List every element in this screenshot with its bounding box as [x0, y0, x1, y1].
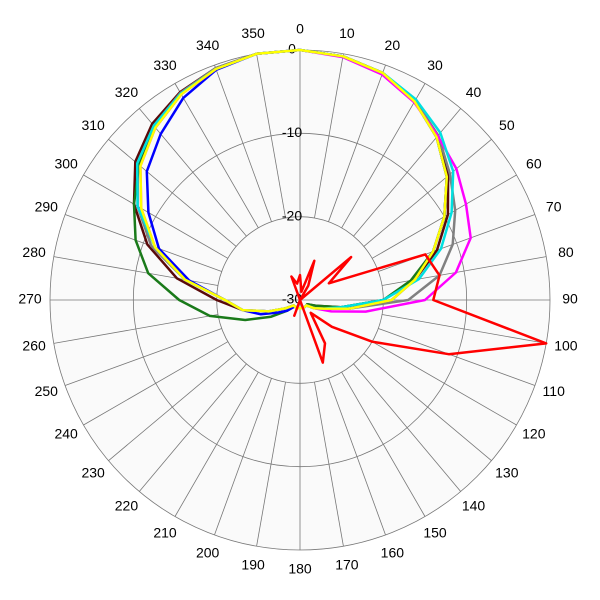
angle-label: 10 [339, 25, 355, 41]
angle-label: 140 [462, 498, 486, 514]
series-line [290, 253, 548, 364]
angle-label: 300 [54, 156, 78, 172]
angle-label: 200 [196, 544, 220, 560]
angle-label: 190 [241, 557, 265, 573]
angle-label: 110 [543, 383, 566, 399]
angle-label: 30 [427, 57, 443, 73]
spoke [83, 174, 229, 259]
angle-label: 170 [335, 557, 359, 573]
spoke [174, 371, 259, 517]
angle-label: 60 [526, 156, 542, 172]
spoke [174, 83, 259, 229]
series-line [139, 48, 449, 313]
spoke [353, 363, 462, 492]
angle-label: 0 [296, 21, 304, 37]
spoke [378, 328, 536, 386]
spoke [314, 381, 344, 547]
angle-label: 20 [385, 37, 401, 53]
spoke [328, 378, 386, 536]
spoke [138, 363, 247, 492]
angle-label: 280 [22, 244, 46, 260]
spoke [328, 64, 386, 222]
angle-label: 230 [81, 464, 105, 480]
spoke [214, 378, 272, 536]
spoke [64, 328, 222, 386]
angle-label: 90 [562, 291, 578, 307]
angle-label: 40 [466, 84, 482, 100]
angle-label: 310 [81, 117, 105, 133]
angle-label: 180 [288, 561, 312, 577]
angle-label: 240 [54, 426, 78, 442]
spoke [214, 64, 272, 222]
spoke [378, 214, 536, 272]
angle-label: 70 [546, 198, 562, 214]
spoke [138, 108, 247, 237]
spoke [256, 53, 286, 219]
angle-label: 130 [495, 464, 519, 480]
spoke [53, 314, 219, 344]
angle-label: 330 [153, 57, 177, 73]
angle-label: 340 [196, 37, 220, 53]
spoke [314, 53, 344, 219]
radius-label: 0 [288, 41, 296, 57]
spoke [83, 341, 229, 426]
angle-label: 160 [381, 544, 405, 560]
spoke [363, 353, 492, 462]
angle-label: 50 [499, 117, 515, 133]
spoke [341, 83, 426, 229]
angle-label: 270 [18, 291, 42, 307]
angle-label: 100 [554, 338, 578, 354]
spoke [108, 138, 237, 247]
angle-label: 150 [423, 525, 447, 541]
angle-label: 220 [115, 498, 139, 514]
spoke [341, 371, 426, 517]
angle-label: 210 [153, 525, 177, 541]
angle-label: 120 [522, 426, 546, 442]
angle-label: 250 [35, 383, 59, 399]
spoke [381, 314, 547, 344]
radius-label: -20 [282, 207, 302, 223]
spoke [353, 108, 462, 237]
angle-label: 320 [115, 84, 139, 100]
angle-label: 350 [241, 25, 265, 41]
spoke [371, 341, 517, 426]
angle-label: 290 [35, 198, 59, 214]
spoke [256, 381, 286, 547]
spoke [363, 138, 492, 247]
radius-label: -10 [282, 124, 302, 140]
spoke [108, 353, 237, 462]
angle-label: 260 [22, 338, 46, 354]
angle-label: 80 [558, 244, 574, 260]
spoke [64, 214, 222, 272]
